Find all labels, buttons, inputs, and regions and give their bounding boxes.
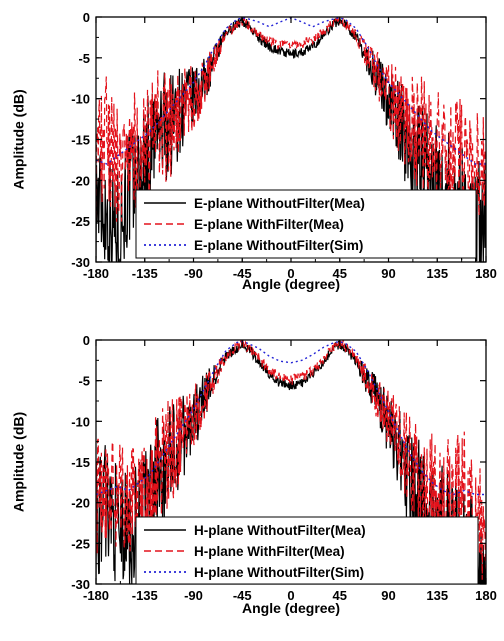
legend: E-plane WithoutFilter(Mea) E-plane WithFi… [135, 189, 477, 259]
y-tick-label: -10 [71, 92, 90, 107]
x-tick-label: 180 [475, 588, 497, 603]
y-tick-labels: 0 -5 -10 -15 -20 -25 -30 [71, 333, 486, 592]
legend-label: E-plane WithoutFilter(Mea) [194, 196, 365, 211]
y-tick-label: -5 [78, 51, 90, 66]
x-tick-label: -45 [233, 588, 252, 603]
y-tick-label: -20 [71, 173, 90, 188]
x-tick-label: 0 [287, 588, 294, 603]
legend-label: H-plane WithoutFilter(Sim) [194, 565, 364, 580]
legend-label: E-plane WithFilter(Mea) [194, 217, 344, 232]
series-line [96, 340, 486, 580]
x-tick-label: -180 [83, 588, 109, 603]
chart-bottom: -180 -135 -90 -45 0 45 90 135 180 0 -5 -10 -15 -20 -2… [11, 333, 497, 616]
y-tick-label: -15 [71, 455, 90, 470]
x-tick-label: -45 [233, 266, 252, 281]
x-tick-label: 45 [333, 266, 347, 281]
x-tick-label: 135 [426, 588, 448, 603]
y-axis-label: Amplitude (dB) [11, 89, 27, 189]
legend-label: H-plane WithFilter(Mea) [194, 544, 345, 559]
x-tick-label: 135 [426, 266, 448, 281]
x-tick-label: -90 [184, 588, 203, 603]
x-tick-labels: -180 -135 -90 -45 0 45 90 135 180 [83, 17, 497, 281]
y-tick-label: -30 [71, 255, 90, 270]
y-tick-label: -15 [71, 133, 90, 148]
chart-top: -180 -135 -90 -45 0 45 90 135 180 0 -5 -10 -15 -20 -2… [11, 10, 497, 292]
legend-box [135, 189, 477, 259]
x-tick-label: 0 [287, 266, 294, 281]
x-tick-label: -135 [132, 588, 158, 603]
x-tick-label: -135 [132, 266, 158, 281]
legend: H-plane WithoutFilter(Mea) H-plane WithFi… [135, 516, 479, 585]
y-tick-label: -30 [71, 577, 90, 592]
series-line [96, 340, 486, 496]
y-tick-label: -10 [71, 414, 90, 429]
y-tick-label: -25 [71, 536, 90, 551]
legend-label: E-plane WithoutFilter(Sim) [194, 238, 363, 253]
x-tick-label: -90 [184, 266, 203, 281]
series-line [96, 17, 486, 222]
y-tick-label: 0 [83, 10, 90, 25]
x-tick-label: 180 [475, 266, 497, 281]
y-tick-label: -25 [71, 214, 90, 229]
x-axis-label: Angle (degree) [242, 276, 340, 292]
x-axis-label: Angle (degree) [242, 600, 340, 616]
y-axis-label: Amplitude (dB) [11, 412, 27, 512]
y-tick-labels: 0 -5 -10 -15 -20 -25 -30 [71, 10, 486, 270]
x-tick-label: -180 [83, 266, 109, 281]
y-tick-label: 0 [83, 333, 90, 348]
x-tick-label: 45 [333, 588, 347, 603]
legend-label: H-plane WithoutFilter(Mea) [194, 523, 366, 538]
y-tick-label: -20 [71, 496, 90, 511]
x-tick-label: 90 [381, 588, 395, 603]
legend-box [135, 516, 479, 585]
y-tick-label: -5 [78, 374, 90, 389]
x-tick-label: 90 [381, 266, 395, 281]
